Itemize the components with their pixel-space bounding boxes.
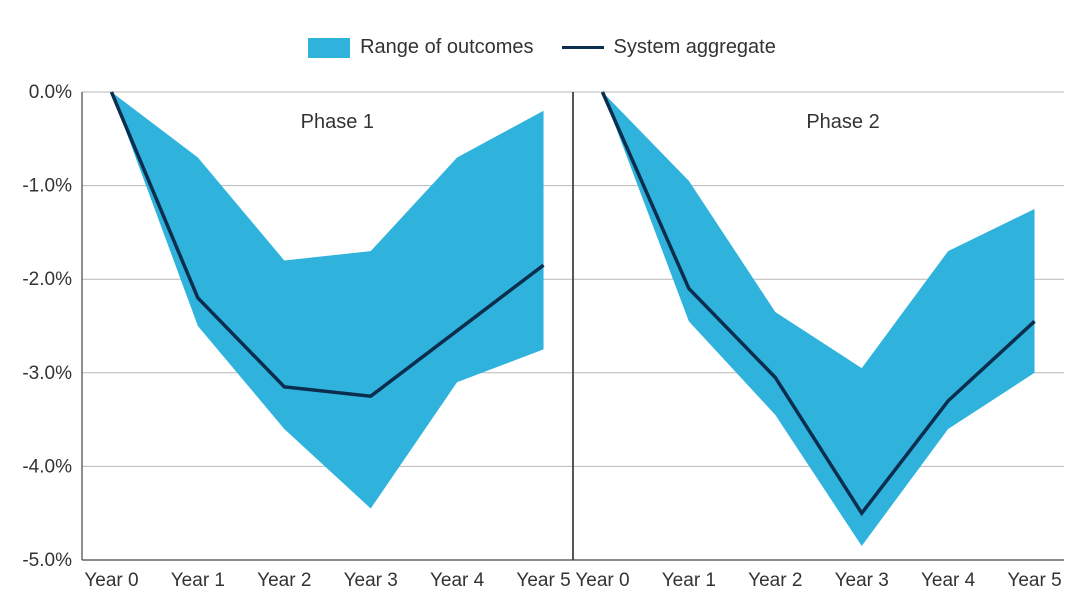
y-tick-label: -1.0%	[22, 176, 72, 197]
x-tick-label: Year 0	[575, 570, 629, 591]
x-tick-label: Year 3	[835, 570, 889, 591]
panel-0: Phase 1 Year 0 Year 1 Year 2 Year 3 Year 4 Yea…	[84, 92, 570, 591]
y-axis-labels: 0.0% -1.0% -2.0% -3.0% -4.0% -5.0%	[22, 82, 72, 571]
chart-root: Range of outcomes System aggregate 0.0% -1.…	[0, 0, 1084, 609]
y-tick-label: -4.0%	[22, 456, 72, 477]
x-tick-label: Year 1	[662, 570, 716, 591]
y-tick-label: -2.0%	[22, 269, 72, 290]
x-tick-label: Year 4	[430, 570, 485, 591]
legend-swatch-line	[562, 46, 604, 49]
legend-item-0: Range of outcomes	[308, 36, 533, 59]
range-area	[111, 92, 543, 509]
y-tick-label: 0.0%	[29, 82, 72, 103]
legend-item-1: System aggregate	[562, 36, 776, 59]
legend-label: System aggregate	[614, 36, 776, 59]
legend: Range of outcomes System aggregate	[0, 36, 1084, 59]
x-tick-label: Year 0	[84, 570, 138, 591]
x-tick-label: Year 2	[748, 570, 802, 591]
x-tick-label: Year 3	[344, 570, 398, 591]
phase-title: Phase 2	[806, 111, 879, 133]
x-tick-label: Year 2	[257, 570, 311, 591]
legend-label: Range of outcomes	[360, 36, 533, 59]
x-tick-label: Year 1	[171, 570, 225, 591]
x-tick-label: Year 4	[921, 570, 976, 591]
x-tick-label: Year 5	[1007, 570, 1061, 591]
phase-title: Phase 1	[301, 111, 374, 133]
chart-svg: 0.0% -1.0% -2.0% -3.0% -4.0% -5.0% Phase 1 Year…	[0, 0, 1084, 609]
y-tick-label: -5.0%	[22, 550, 72, 571]
y-tick-label: -3.0%	[22, 363, 72, 384]
x-tick-label: Year 5	[516, 570, 570, 591]
legend-swatch-area	[308, 38, 350, 58]
range-area	[602, 92, 1034, 546]
panel-1: Phase 2 Year 0 Year 1 Year 2 Year 3 Year 4 Yea…	[575, 92, 1061, 591]
